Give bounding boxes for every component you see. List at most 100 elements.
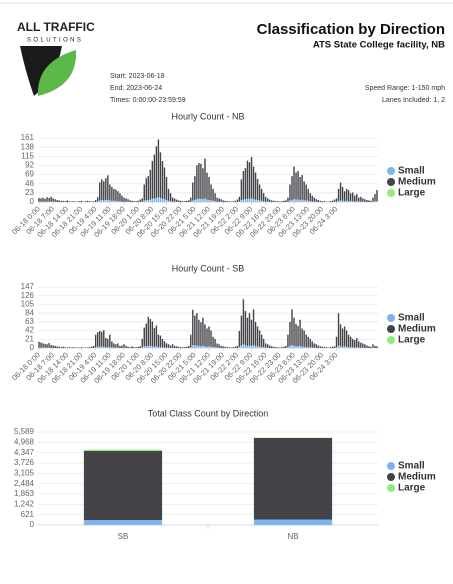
bar-segment — [252, 345, 255, 348]
bar-segment — [200, 322, 202, 347]
bar-segment — [111, 186, 113, 201]
bar-segment — [121, 345, 123, 348]
bar-segment — [256, 346, 259, 348]
bar-segment — [196, 313, 198, 346]
bar-segment — [119, 193, 121, 202]
bar-segment — [208, 176, 210, 201]
bar-segment — [204, 198, 206, 202]
bar-segment — [127, 199, 129, 202]
bar-segment — [68, 347, 71, 348]
bar-segment — [90, 346, 93, 348]
bar-segment — [246, 160, 249, 199]
bar-segment — [244, 168, 247, 200]
bar-segment — [62, 200, 65, 202]
bar-segment — [206, 346, 208, 348]
bar-segment — [266, 344, 269, 348]
bar-segment — [202, 317, 204, 346]
bar-segment — [323, 347, 326, 348]
bar-segment — [311, 195, 313, 202]
bar-segment — [119, 201, 121, 202]
legend-label: Large — [398, 335, 426, 346]
bar-segment — [370, 200, 372, 202]
bar-segment — [163, 341, 166, 348]
bar-segment — [165, 343, 168, 348]
bar-segment — [56, 346, 58, 348]
bar-segment — [376, 201, 378, 202]
bar-segment — [50, 345, 52, 348]
bar-segment — [260, 334, 263, 348]
bar-segment — [157, 347, 160, 348]
bar-segment — [337, 345, 340, 348]
bar-segment — [210, 346, 212, 348]
bar-segment — [165, 176, 168, 201]
bar-segment — [113, 188, 115, 201]
bar-segment — [48, 343, 50, 348]
bar-segment — [339, 324, 342, 347]
bar-segment — [236, 199, 239, 202]
bar-segment — [190, 197, 192, 202]
bar-segment — [216, 343, 218, 348]
bar-segment — [242, 298, 245, 300]
bar-segment — [271, 200, 273, 202]
bar-segment — [374, 345, 376, 348]
bar-segment — [149, 169, 152, 200]
bar-segment — [254, 345, 257, 348]
bar-segment — [155, 198, 158, 202]
bar-segment — [117, 191, 119, 202]
bar-segment — [101, 179, 103, 201]
bar-segment — [64, 347, 67, 348]
bar-segment — [214, 338, 216, 348]
y-tick-label: 1,242 — [14, 499, 35, 508]
bar-segment — [44, 198, 46, 202]
bar-segment — [181, 347, 184, 348]
bar-segment — [206, 328, 208, 347]
bar-segment — [224, 200, 226, 202]
bar-segment — [293, 166, 295, 200]
bar-segment — [105, 347, 107, 348]
bar-segment — [301, 346, 303, 348]
bar-segment — [307, 347, 309, 348]
bar-segment — [289, 345, 291, 348]
bar-segment — [329, 347, 332, 348]
bar-segment — [208, 326, 210, 347]
bar-segment — [341, 186, 344, 201]
bar-segment — [92, 201, 95, 202]
y-tick-label: 0 — [30, 197, 35, 206]
bar-segment — [319, 346, 322, 348]
bar-segment — [103, 200, 105, 202]
bar-segment — [273, 346, 275, 348]
bar-segment — [107, 338, 109, 348]
y-tick-label: 3,105 — [14, 468, 35, 477]
bar-segment — [210, 330, 212, 347]
bar-segment — [206, 199, 208, 202]
bar-segment — [291, 345, 293, 348]
y-tick-label: 0 — [30, 343, 35, 352]
bar-segment — [149, 318, 152, 346]
bar-segment — [157, 197, 160, 202]
bar-segment — [103, 346, 105, 348]
legend-swatch — [387, 473, 395, 481]
bar-segment — [262, 347, 265, 348]
bar-segment — [250, 198, 253, 202]
bar-segment — [285, 345, 287, 348]
bar-segment — [262, 201, 265, 202]
logo-leaf — [37, 50, 77, 96]
bar-segment — [131, 346, 133, 348]
legend-label: Small — [398, 166, 425, 177]
y-tick-label: 621 — [21, 510, 35, 519]
bar-segment — [145, 200, 147, 202]
bar-segment — [92, 345, 95, 348]
bar-segment — [258, 200, 261, 202]
y-tick-label: 84 — [25, 308, 34, 317]
bar-segment — [159, 335, 162, 348]
bar-segment — [246, 198, 249, 202]
bar-segment — [157, 334, 160, 348]
bar-segment — [368, 200, 370, 202]
bar-segment — [351, 338, 354, 348]
bar-segment — [171, 344, 174, 348]
bar-segment — [198, 319, 200, 346]
bar-segment — [362, 343, 364, 348]
bar-segment — [190, 347, 192, 348]
y-tick-label: 92 — [25, 161, 34, 170]
